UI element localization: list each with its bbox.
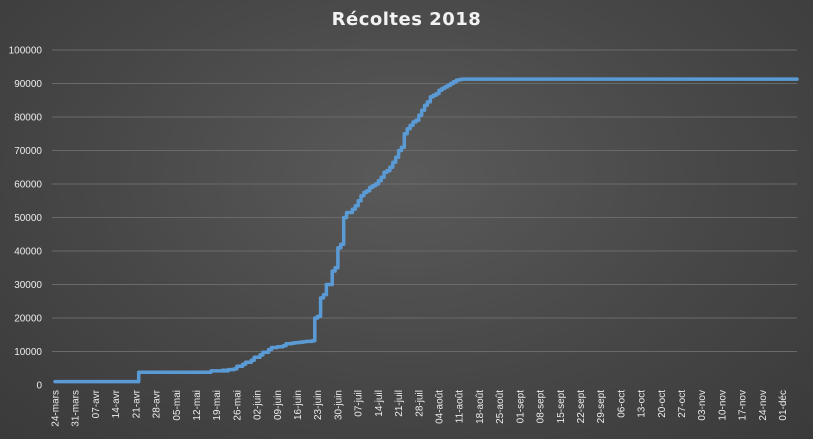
- x-tick-label: 24-nov: [758, 390, 769, 421]
- x-tick-label: 24-mars: [51, 390, 62, 427]
- x-tick-label: 21-avr: [131, 389, 142, 418]
- y-axis: 0 10000 20000 30000 40000 50000 60000 70000 8000…: [9, 46, 43, 392]
- x-tick-label: 01-sept: [515, 390, 526, 424]
- x-tick-label: 01-déc: [778, 390, 789, 421]
- x-tick-label: 02-juin: [253, 390, 264, 420]
- x-tick-label: 26-mai: [232, 390, 243, 421]
- x-tick-label: 27-oct: [677, 390, 688, 418]
- x-tick-label: 28-avr: [152, 389, 163, 418]
- y-tick-label: 30000: [14, 280, 42, 291]
- x-tick-label: 05-mai: [172, 390, 183, 421]
- series-layer: [53, 77, 799, 384]
- x-tick-label: 31-mars: [71, 390, 82, 427]
- y-tick-label: 50000: [14, 213, 42, 224]
- y-tick-label: 20000: [14, 314, 42, 325]
- x-tick-label: 17-nov: [738, 390, 749, 421]
- x-axis: 24-mars 31-mars 07-avr 14-avr 21-avr 28-avr 05…: [51, 389, 790, 426]
- y-tick-label: 40000: [14, 247, 42, 258]
- x-tick-label: 20-oct: [657, 390, 668, 418]
- x-tick-label: 19-mai: [212, 390, 223, 421]
- x-tick-label: 22-sept: [576, 390, 587, 424]
- x-tick-label: 09-juin: [273, 390, 284, 420]
- x-tick-label: 07-avr: [91, 389, 102, 418]
- x-tick-label: 30-juin: [333, 390, 344, 420]
- x-tick-label: 11-août: [455, 390, 466, 423]
- y-tick-label: 90000: [14, 79, 42, 90]
- x-tick-label: 14-juil: [374, 390, 385, 417]
- y-tick-label: 60000: [14, 180, 42, 191]
- chart-title: Récoltes 2018: [331, 9, 482, 30]
- x-tick-label: 23-juin: [313, 390, 324, 420]
- y-tick-label: 100000: [9, 46, 43, 57]
- grid-layer: [52, 49, 797, 352]
- series-line: [53, 77, 799, 384]
- x-tick-label: 10-nov: [717, 390, 728, 421]
- x-tick-label: 03-nov: [697, 390, 708, 421]
- y-tick-label: 0: [36, 381, 42, 392]
- x-tick-label: 14-avr: [111, 389, 122, 418]
- x-tick-label: 04-août: [434, 390, 445, 424]
- y-tick-label: 80000: [14, 113, 42, 124]
- x-tick-label: 07-juil: [354, 390, 365, 417]
- y-tick-label: 10000: [14, 347, 42, 358]
- x-tick-label: 15-sept: [556, 390, 567, 424]
- x-tick-label: 16-juin: [293, 390, 304, 420]
- x-tick-label: 29-sept: [596, 390, 607, 424]
- x-tick-label: 08-sept: [536, 390, 547, 424]
- x-tick-label: 21-juil: [394, 390, 405, 417]
- x-tick-label: 25-août: [495, 390, 506, 424]
- x-tick-label: 12-mai: [192, 390, 203, 421]
- y-tick-label: 70000: [14, 146, 42, 157]
- x-tick-label: 13-oct: [637, 390, 648, 418]
- x-tick-label: 18-août: [475, 390, 486, 424]
- x-tick-label: 06-oct: [616, 390, 627, 418]
- x-tick-label: 28-juil: [414, 390, 425, 417]
